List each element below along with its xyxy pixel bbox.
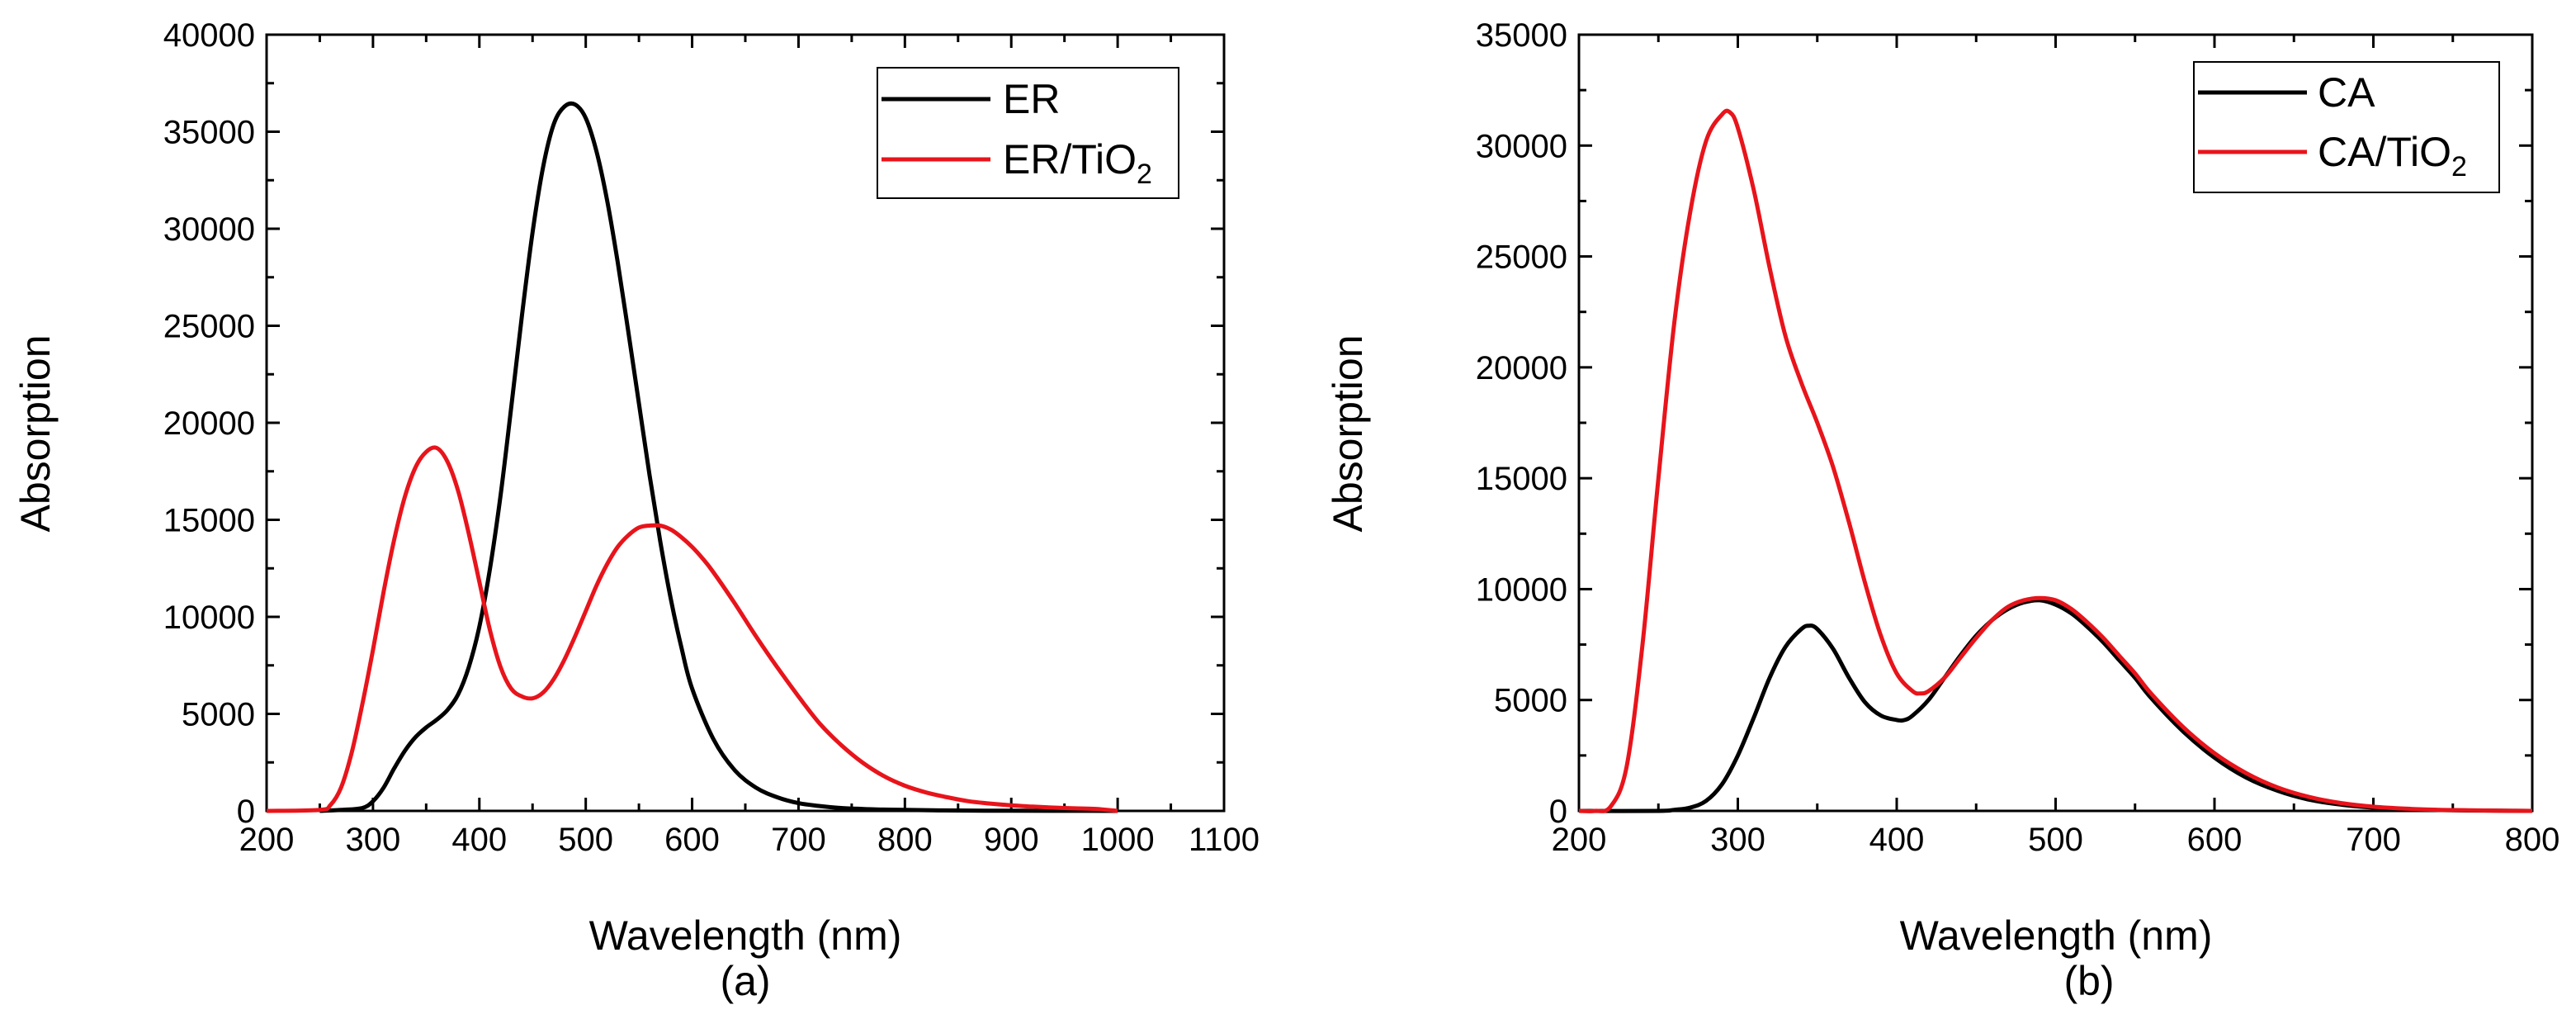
series-lines-a [266,101,1118,813]
x-tick-label-a: 600 [664,822,720,858]
x-tick-label-b: 800 [2505,822,2560,858]
x-axis-title-a: Wavelength (nm) [589,912,902,959]
x-axis-title-b: Wavelength (nm) [1900,912,2213,959]
legend-b: CA CA/TiO2 [2193,61,2500,193]
x-tick-label-b: 600 [2187,822,2243,858]
series-line-er-tio2 [266,445,1118,813]
panel-label-b: (b) [2063,958,2114,1004]
y-axis-ticks-a: 0 5000 10000 15000 20000 25000 30000 35000 40000 [163,17,1224,830]
series-line-ca-tio2 [1578,108,2533,813]
y-tick-label-b: 35000 [1476,17,1567,54]
panel-label-a: (a) [720,958,770,1004]
x-tick-label-a: 800 [877,822,933,858]
y-tick-label-a: 30000 [163,211,255,248]
legend-label-ca: CA [2318,69,2375,116]
y-tick-label-a: 10000 [163,600,255,636]
y-tick-label-b: 25000 [1476,239,1567,276]
x-tick-label-b: 700 [2346,822,2401,858]
y-tick-label-a: 35000 [163,115,255,151]
y-tick-label-b: 10000 [1476,571,1567,608]
y-tick-label-a: 15000 [163,503,255,539]
legend-box-a [877,67,1179,199]
x-tick-label-b: 300 [1710,822,1765,858]
y-axis-title-a: Absorption [12,334,59,532]
x-tick-label-b: 400 [1869,822,1925,858]
legend-entry-er-tio2: ER/TiO2 [882,136,1152,190]
x-tick-label-a: 700 [771,822,826,858]
series-lines-b [1578,108,2533,813]
y-tick-label-a: 5000 [182,697,255,733]
x-tick-label-b: 200 [1552,822,1607,858]
y-tick-label-b: 5000 [1494,683,1567,719]
series-line-ca [1578,598,2533,813]
chart-panel-b: 0 5000 10000 15000 20000 25000 30000 35000 200 3… [1325,17,2559,1004]
x-tick-label-a: 1100 [1189,822,1260,858]
y-axis-title-b: Absorption [1325,334,1371,532]
x-tick-label-a: 300 [346,822,401,858]
x-tick-label-a: 200 [239,822,295,858]
y-tick-label-a: 40000 [163,17,255,54]
x-tick-label-a: 900 [984,822,1039,858]
y-tick-label-a: 20000 [163,405,255,442]
chart-panel-a: 0 5000 10000 15000 20000 25000 30000 35000 40000… [12,17,1260,1004]
legend-label-ca-tio2: CA/TiO2 [2318,129,2467,182]
legend-a: ER ER/TiO2 [877,67,1179,199]
y-tick-label-a: 25000 [163,309,255,345]
y-axis-ticks-b: 0 5000 10000 15000 20000 25000 30000 35000 [1476,17,2532,830]
x-tick-label-b: 500 [2028,822,2083,858]
y-tick-label-b: 15000 [1476,461,1567,497]
x-axis-ticks-a: 200 300 400 500 600 700 800 900 1000 1100 [239,35,1260,858]
series-line-er [319,101,1118,813]
legend-entry-ca-tio2: CA/TiO2 [2198,129,2467,182]
y-tick-label-a: 0 [237,794,255,830]
y-tick-label-b: 20000 [1476,350,1567,386]
y-tick-label-b: 30000 [1476,128,1567,164]
legend-entry-er: ER [882,76,1060,122]
y-tick-label-b: 0 [1549,794,1567,830]
x-tick-label-a: 1000 [1081,822,1155,858]
x-tick-label-a: 400 [451,822,507,858]
legend-label-er: ER [1003,76,1060,122]
legend-entry-ca: CA [2198,69,2375,116]
legend-box-b [2193,61,2500,193]
x-tick-label-a: 500 [558,822,613,858]
legend-label-er-tio2: ER/TiO2 [1003,136,1152,190]
x-axis-ticks-b: 200 300 400 500 600 700 800 [1552,35,2560,858]
